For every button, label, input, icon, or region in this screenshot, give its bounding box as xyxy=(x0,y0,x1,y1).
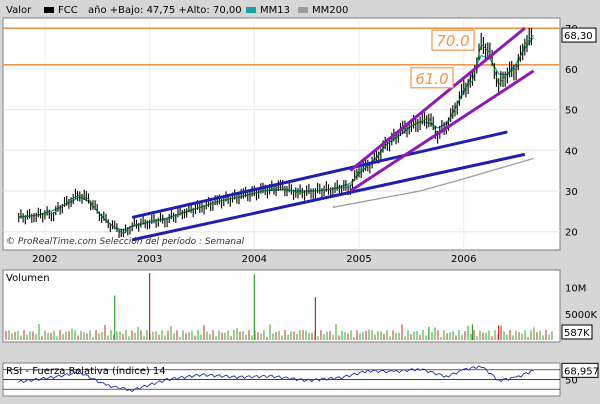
price-y-tick-label: 60 xyxy=(565,65,578,76)
volume-plot-area xyxy=(2,269,561,343)
price-y-tick-label: 50 xyxy=(565,106,578,117)
volume-last-value: 587K xyxy=(564,328,590,339)
rsi-y-tick-label: 50 xyxy=(565,376,578,387)
volume-y-tick-label: 5000K xyxy=(565,310,597,321)
level-label-box xyxy=(410,67,454,89)
mm200-line xyxy=(332,157,534,208)
x-tick-label: 2006 xyxy=(451,254,476,265)
legend-value-label: Valor xyxy=(6,5,32,16)
legend-swatch-mm13 xyxy=(246,7,256,13)
price-last-value-box xyxy=(561,27,597,43)
fcc-price-line xyxy=(18,34,534,235)
x-tick-label: 2005 xyxy=(346,254,371,265)
price-y-tick-label: 40 xyxy=(565,146,578,157)
volume-base-bars xyxy=(5,324,553,340)
legend-swatch-fcc xyxy=(44,7,54,13)
trendline-2 xyxy=(131,152,526,242)
level-label-70.0: 70.0 xyxy=(436,32,469,50)
trendline-3 xyxy=(349,26,526,172)
trendline-4 xyxy=(349,69,535,193)
volume-last-value-box xyxy=(561,324,593,340)
price-legend: Valor FCC año +Bajo: 47,75 +Alto: 70,00 … xyxy=(6,5,348,16)
rsi-line xyxy=(18,365,534,393)
rsi-last-value-box xyxy=(561,362,599,378)
x-tick-label: 2003 xyxy=(137,254,162,265)
price-plot-area xyxy=(2,17,561,251)
rsi-last-value: 68,957 xyxy=(564,366,599,377)
volume-y-tick-label: 10M xyxy=(565,284,586,295)
level-label-61.0: 61.0 xyxy=(415,70,448,88)
x-tick-label: 2004 xyxy=(242,254,267,265)
price-y-tick-label: 30 xyxy=(565,187,578,198)
legend-mm200: MM200 xyxy=(312,5,348,16)
level-label-box xyxy=(431,29,475,51)
rsi-title: RSI - Fuerza Relativa (índice) 14 xyxy=(6,365,166,377)
legend-mm13: MM13 xyxy=(260,5,290,16)
price-last-value: 68,30 xyxy=(564,31,593,42)
price-y-tick-label: 20 xyxy=(565,228,578,239)
chart-credit: © ProRealTime.com Selección del período … xyxy=(6,236,245,247)
legend-symbol: FCC xyxy=(58,5,78,16)
volume-title: Volumen xyxy=(6,273,50,284)
legend-range-text: año +Bajo: 47,75 +Alto: 70,00 xyxy=(88,5,242,16)
x-tick-label: 2002 xyxy=(32,254,57,265)
legend-swatch-mm200 xyxy=(298,7,308,13)
trendline-1 xyxy=(131,130,508,219)
